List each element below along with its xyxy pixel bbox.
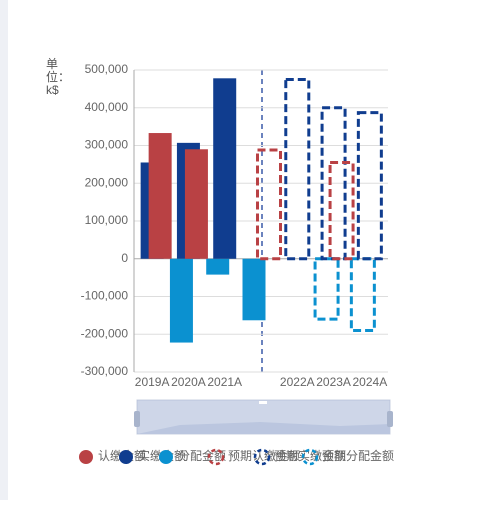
y-tick-label: 0 xyxy=(121,251,128,265)
y-tick-label: 500,000 xyxy=(85,62,129,76)
legend-label: 预期认缴金额 xyxy=(228,448,300,463)
y-tick-label: 300,000 xyxy=(85,138,129,152)
x-tick-label: 2019A xyxy=(135,375,170,389)
bar xyxy=(328,160,355,261)
legend-marker xyxy=(159,450,173,464)
zoom-shadow xyxy=(137,422,390,434)
legend-marker xyxy=(253,448,271,466)
bar xyxy=(284,77,311,261)
y-tick-label: 400,000 xyxy=(85,100,129,114)
legend-marker xyxy=(119,450,133,464)
legend-marker xyxy=(301,448,319,466)
zoom-grip[interactable] xyxy=(259,401,267,404)
y-tick-label: -100,000 xyxy=(81,289,129,303)
bar xyxy=(256,148,282,261)
legend-item[interactable]: 分配金额 xyxy=(159,448,226,464)
legend-label: 预期实缴金额 xyxy=(274,448,346,463)
y-tick-label: 100,000 xyxy=(85,213,129,227)
legend-item[interactable]: 预期实缴金额 xyxy=(253,448,346,466)
y-tick-label: -300,000 xyxy=(81,364,129,378)
x-tick-label: 2020A xyxy=(171,375,206,389)
legend-label: 分配金额 xyxy=(178,448,226,463)
zoom-handle[interactable] xyxy=(387,411,393,427)
side-strip xyxy=(0,0,8,500)
bar xyxy=(213,78,237,259)
bar xyxy=(313,257,340,321)
y-tick-label: 200,000 xyxy=(85,175,129,189)
y-tick-label: -200,000 xyxy=(81,326,129,340)
legend-marker xyxy=(79,450,93,464)
bar xyxy=(206,258,230,275)
bar xyxy=(242,258,266,321)
x-tick-label: 2021A xyxy=(207,375,242,389)
zoom-handle[interactable] xyxy=(134,411,140,427)
x-tick-label: 2022A xyxy=(280,375,315,389)
legend-item[interactable]: 认缴金额 xyxy=(79,448,146,464)
x-tick-label: 2023A xyxy=(316,375,351,389)
zoom-window xyxy=(137,400,390,434)
x-tick-label: 2024A xyxy=(353,375,388,389)
bar xyxy=(349,257,376,332)
legend-marker xyxy=(207,448,225,466)
legend-label: 预期分配金额 xyxy=(322,448,394,463)
bar xyxy=(148,133,172,259)
y-axis-title: 单位：k$ xyxy=(46,57,71,97)
data-zoom[interactable] xyxy=(134,399,393,435)
bar xyxy=(169,258,193,343)
legend-item[interactable]: 预期分配金额 xyxy=(301,448,394,466)
bar xyxy=(356,111,383,261)
bar xyxy=(184,149,208,259)
legend-item[interactable]: 预期认缴金额 xyxy=(207,448,300,466)
